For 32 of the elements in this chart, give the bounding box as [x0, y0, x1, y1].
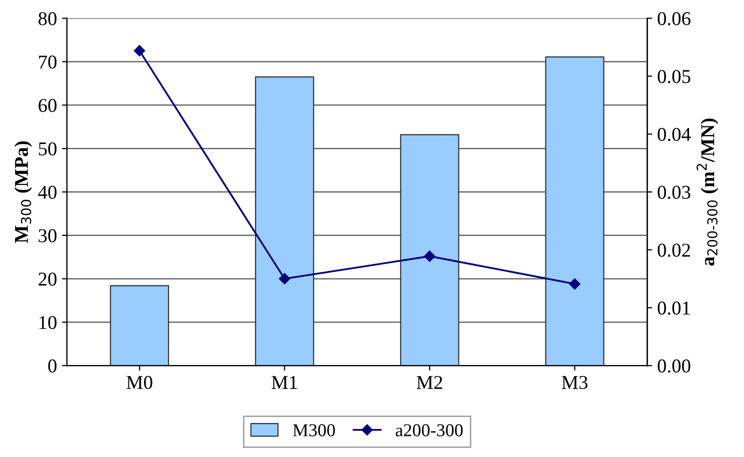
y2-tick-label: 0.05: [658, 70, 690, 84]
y2-tick-label: 0.01: [658, 302, 690, 315]
legend-label: a200-300: [396, 424, 463, 436]
y-tick-label: 60: [38, 98, 56, 112]
y2-tick-label: 0.06: [658, 12, 690, 26]
point: [569, 278, 580, 290]
y-tick-label: 10: [40, 316, 56, 330]
x-tick-label: M1: [272, 376, 297, 389]
y-axis-title: M$_{300}$ (MPa): [14, 141, 32, 244]
y2-tick-label: 0.04: [658, 128, 691, 142]
bar: [400, 134, 460, 366]
point: [424, 250, 436, 262]
y2-axis-title: a$_{200-300}$ (m$^{2}$/MN): [696, 118, 718, 266]
point: [278, 273, 290, 284]
y-tick-label: 50: [38, 142, 56, 156]
y-tick-label: 70: [39, 56, 56, 69]
legend-label: M300: [292, 424, 335, 436]
x-tick-label: M3: [562, 376, 588, 390]
y2-tick-label: 0.00: [658, 359, 690, 373]
point: [134, 45, 146, 56]
y-tick-label: 80: [38, 12, 56, 26]
y-tick-label: 0: [48, 359, 56, 373]
bar: [110, 285, 170, 366]
y-tick-label: 20: [38, 272, 56, 286]
y2-tick-label: 0.02: [658, 244, 690, 257]
y-tick-label: 40: [38, 186, 56, 199]
x-tick-label: M2: [416, 376, 442, 389]
bar: [545, 56, 604, 366]
x-tick-label: M0: [126, 376, 152, 390]
y2-tick-label: 0.03: [658, 186, 690, 199]
y-tick-label: 30: [38, 229, 56, 242]
bar: [255, 76, 314, 366]
